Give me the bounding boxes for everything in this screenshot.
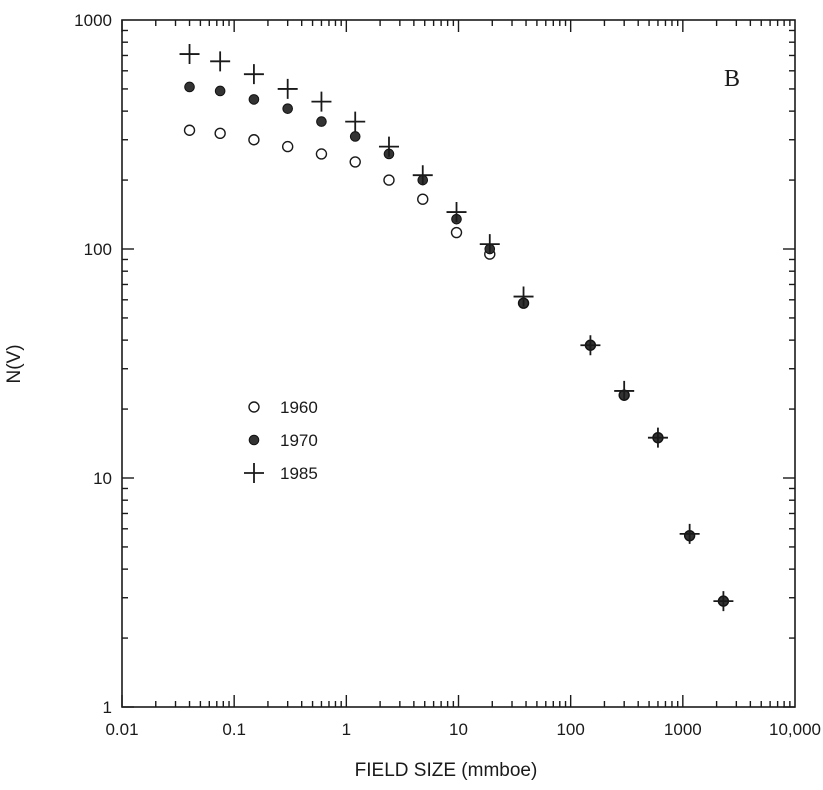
point-1960 [281, 140, 294, 153]
tick-labels-group: 0.01 0.1 1 10 100 1000 10,000 1 10 100 1000 [74, 11, 821, 739]
point-1960 [417, 193, 429, 205]
legend-label-1970: 1970 [280, 431, 318, 450]
x-tick-label: 0.1 [222, 720, 246, 739]
point-1985 [713, 591, 734, 612]
plot-frame [121, 19, 796, 708]
point-1985 [210, 51, 231, 72]
point-1960 [248, 134, 260, 146]
data-points-group [179, 44, 734, 612]
y-tick-label: 10 [93, 469, 112, 488]
axis-ticks-group [121, 20, 795, 708]
x-tick-label: 10,000 [769, 720, 821, 739]
legend-marker-1970 [248, 434, 260, 446]
legend-label-1985: 1985 [280, 464, 318, 483]
point-1960 [383, 174, 395, 186]
point-1960 [315, 148, 328, 160]
point-1985 [513, 286, 534, 307]
point-1985 [243, 64, 264, 85]
legend-marker-1985 [244, 463, 264, 483]
legend-marker-1960 [248, 401, 260, 413]
point-1985 [614, 380, 635, 401]
y-axis-title: N(V) [4, 344, 25, 383]
point-1970 [282, 103, 293, 114]
y-tick-label: 1000 [74, 11, 112, 30]
point-1960 [183, 124, 196, 136]
point-1985 [479, 234, 500, 255]
legend-label-1960: 1960 [280, 398, 318, 417]
point-1985 [378, 136, 399, 157]
point-1985 [647, 427, 668, 448]
point-1985 [580, 335, 601, 356]
y-tick-label: 1 [103, 698, 112, 717]
x-tick-label: 1000 [664, 720, 702, 739]
x-tick-label: 0.01 [105, 720, 138, 739]
point-1960 [450, 226, 463, 239]
y-tick-label: 100 [84, 240, 112, 259]
point-1985 [345, 111, 366, 132]
point-1970 [184, 81, 195, 93]
point-1985 [277, 78, 298, 99]
plot-frame-group [121, 19, 796, 708]
point-1970 [214, 85, 226, 97]
point-1985 [412, 165, 433, 186]
point-1960 [349, 156, 361, 168]
point-1970 [349, 131, 361, 142]
legend: 1960 1970 1985 [244, 398, 318, 483]
point-1985 [679, 523, 700, 544]
point-1960 [214, 127, 226, 140]
x-tick-label: 1 [342, 720, 351, 739]
point-1970 [316, 116, 327, 127]
point-1985 [446, 202, 467, 223]
x-tick-label: 10 [449, 720, 468, 739]
point-1970 [248, 94, 260, 105]
point-1985 [311, 91, 332, 112]
x-axis-title: FIELD SIZE (mmboe) [355, 760, 538, 781]
point-1985 [179, 44, 200, 65]
panel-label: B [724, 66, 740, 92]
x-tick-label: 100 [556, 720, 584, 739]
